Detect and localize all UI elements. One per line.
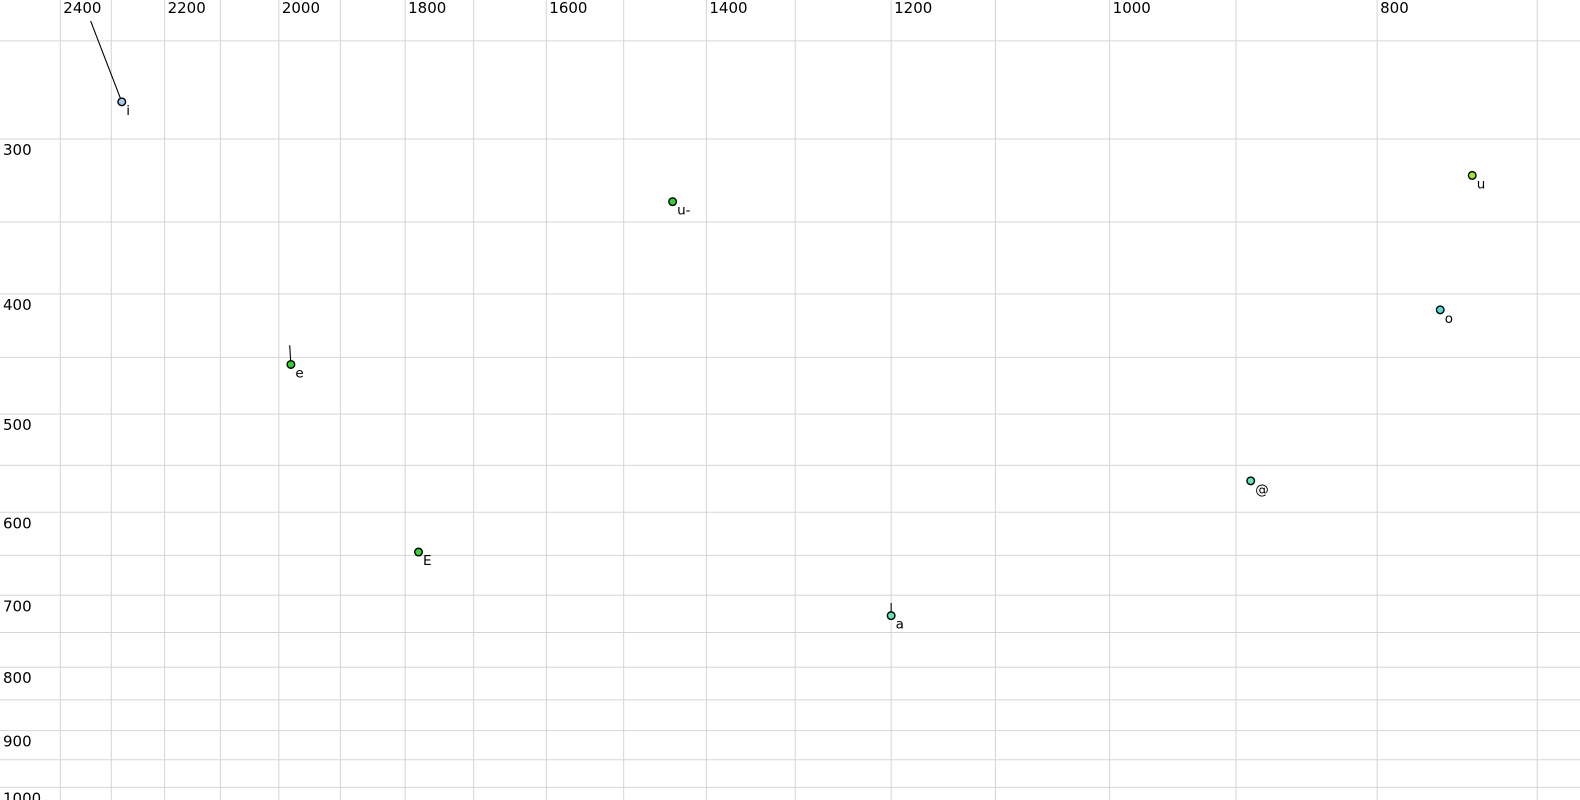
vowel-point-e [286,359,296,369]
x-tick-label-2200: 2200 [168,0,206,17]
y-tick-label-900: 900 [3,733,32,751]
x-tick-label-2400: 2400 [63,0,101,17]
vowel-point-schwa [1246,476,1256,486]
y-tick-label-800: 800 [3,669,32,687]
vowel-point-label-a: a [896,617,904,633]
vowel-point-label-E: E [423,553,432,569]
vowel-point-label-e: e [295,365,303,381]
y-tick-label-500: 500 [3,416,32,434]
formant-tail-line-i [90,20,123,103]
vowel-point-E [414,547,424,557]
vowel-point-label-u-bar: u- [677,203,691,219]
vowel-point-u [1467,170,1477,180]
x-tick-label-1200: 1200 [894,0,932,17]
vowel-point-o [1435,305,1445,315]
x-tick-label-1400: 1400 [709,0,747,17]
vowel-point-label-i: i [126,103,130,119]
x-tick-label-1000: 1000 [1113,0,1151,17]
y-tick-label-600: 600 [3,514,32,532]
x-tick-label-1600: 1600 [549,0,587,17]
vowel-point-label-schwa: @ [1255,482,1269,498]
y-tick-label-1000: 1000 [3,789,41,800]
x-tick-label-800: 800 [1380,0,1409,17]
vowel-point-label-u: u [1477,176,1486,192]
vowel-point-i [117,97,127,107]
vowel-point-a [886,611,896,621]
y-tick-label-300: 300 [3,141,32,159]
x-tick-label-2000: 2000 [282,0,320,17]
y-tick-label-700: 700 [3,597,32,615]
y-tick-label-400: 400 [3,296,32,314]
vowel-point-u-bar [668,197,678,207]
vowel-point-label-o: o [1445,311,1453,327]
x-tick-label-1800: 1800 [408,0,446,17]
